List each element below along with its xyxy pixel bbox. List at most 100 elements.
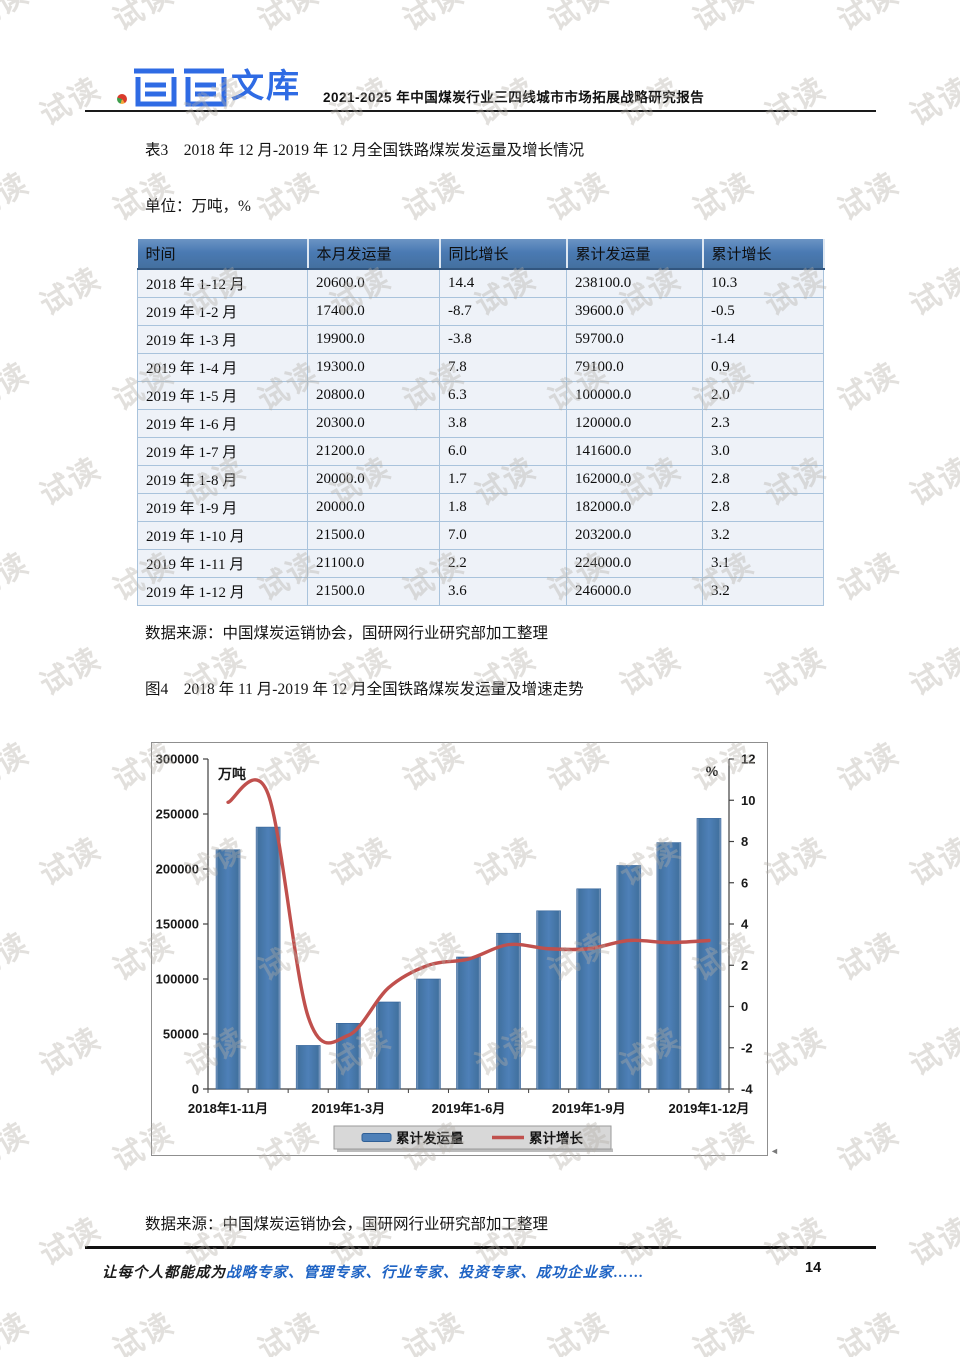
table-cell: 2.2 — [439, 549, 567, 578]
table-cell: 1.7 — [439, 465, 567, 494]
table-cell: 2019 年 1-12 月 — [137, 577, 308, 606]
watermark-text: 试读 — [832, 926, 905, 988]
table-cell: 6.3 — [439, 381, 567, 410]
right-axis-tick-label: 6 — [741, 875, 748, 890]
figure-chart-svg: 0 50000 100000 150000 200000 250000 300000 -4 -2… — [156, 752, 755, 1152]
table-cell: 19900.0 — [307, 325, 440, 354]
bar — [295, 1045, 321, 1090]
footer-tagline-prefix: 让每个人都能成为 — [102, 1265, 226, 1281]
table-cell: -0.5 — [702, 297, 824, 326]
table-cell: 20600.0 — [307, 268, 440, 298]
watermark-text: 试读 — [34, 1021, 107, 1083]
table-cell: 2.8 — [702, 493, 824, 522]
table-row: 2019 年 1-11 月 21100.0 2.2 224000.0 3.1 — [137, 549, 824, 578]
bar — [576, 888, 602, 1090]
legend-label: 累计增长 — [529, 1130, 583, 1146]
table-row: 2019 年 1-5 月 20800.0 6.3 100000.0 2.0 — [137, 381, 824, 410]
watermark-text: 试读 — [832, 0, 905, 38]
watermark-text: 试读 — [904, 71, 960, 133]
table-cell: 203200.0 — [566, 521, 703, 550]
bar — [215, 849, 241, 1090]
watermark-text: 试读 — [542, 1306, 615, 1357]
right-axis-tick-label: 2 — [741, 958, 748, 973]
table-row: 2019 年 1-10 月 21500.0 7.0 203200.0 3.2 — [137, 521, 824, 550]
left-axis-tick-label: 100000 — [156, 972, 199, 987]
right-axis-tick-label: 8 — [741, 834, 748, 849]
table-cell: -8.7 — [439, 297, 567, 326]
watermark-text: 试读 — [687, 166, 760, 228]
watermark-text: 试读 — [904, 261, 960, 323]
header-rule — [85, 110, 876, 112]
watermark-text: 试读 — [0, 1306, 35, 1357]
table-cell: 2019 年 1-6 月 — [137, 409, 308, 438]
right-axis-unit-label: % — [706, 763, 719, 779]
table-cell: -3.8 — [439, 325, 567, 354]
watermark-text: 试读 — [687, 1306, 760, 1357]
table-row: 2019 年 1-2 月 17400.0 -8.7 39600.0 -0.5 — [137, 297, 824, 326]
right-axis-tick-label: -4 — [741, 1082, 753, 1097]
watermark-text: 试读 — [832, 546, 905, 608]
watermark-text: 试读 — [34, 641, 107, 703]
table-cell: 3.2 — [702, 521, 824, 550]
table-cell: 2.0 — [702, 381, 824, 410]
left-axis-tick-label: 50000 — [163, 1027, 199, 1042]
table-cell: 120000.0 — [566, 409, 703, 438]
table-row: 2019 年 1-3 月 19900.0 -3.8 59700.0 -1.4 — [137, 325, 824, 354]
figure-source-note: 数据来源：中国煤炭运销协会，国研网行业研究部加工整理 — [145, 1216, 549, 1233]
table-row: 2019 年 1-7 月 21200.0 6.0 141600.0 3.0 — [137, 437, 824, 466]
table-cell: 21200.0 — [307, 437, 440, 466]
footer-rule — [85, 1246, 876, 1249]
watermark-text: 试读 — [687, 0, 760, 38]
table-cell: 14.4 — [439, 268, 567, 298]
unit-note: 单位：万吨，% — [145, 198, 251, 215]
legend-bar-swatch — [361, 1133, 392, 1142]
watermark-text: 试读 — [34, 831, 107, 893]
table-cell: 20000.0 — [307, 493, 440, 522]
left-axis-tick-label: 0 — [192, 1082, 199, 1097]
logo-dot-icon — [117, 94, 127, 104]
table-row: 2019 年 1-8 月 20000.0 1.7 162000.0 2.8 — [137, 465, 824, 494]
watermark-text: 试读 — [832, 1116, 905, 1178]
watermark-text: 试读 — [614, 641, 687, 703]
watermark-text: 试读 — [904, 1211, 960, 1273]
x-axis-tick-label: 2019年1-3月 — [311, 1101, 385, 1116]
table-cell: 2019 年 1-4 月 — [137, 353, 308, 382]
table-row: 2019 年 1-9 月 20000.0 1.8 182000.0 2.8 — [137, 493, 824, 522]
watermark-text: 试读 — [832, 1306, 905, 1357]
bar — [496, 932, 521, 1090]
object-anchor-icon: ◄ — [770, 1146, 779, 1156]
x-axis-tick-label: 2019年1-12月 — [668, 1101, 749, 1116]
table-cell: 1.8 — [439, 493, 567, 522]
table-cell: 246000.0 — [566, 577, 703, 606]
table-cell: 6.0 — [439, 437, 567, 466]
table-cell: 2018 年 1-12 月 — [137, 268, 308, 298]
table-cell: 59700.0 — [566, 325, 703, 354]
watermark-text: 试读 — [832, 736, 905, 798]
table-cell: 2.8 — [702, 465, 824, 494]
table-header-row: 时间 本月发运量 同比增长 累计发运量 累计增长 — [137, 239, 825, 270]
watermark-text: 试读 — [34, 71, 107, 133]
column-header: 时间 — [137, 239, 309, 270]
watermark-text: 试读 — [397, 166, 470, 228]
watermark-text: 试读 — [34, 261, 107, 323]
watermark-text: 试读 — [832, 166, 905, 228]
table-row: 2018 年 1-12 月 20600.0 14.4 238100.0 10.3 — [137, 268, 824, 298]
bar — [255, 826, 281, 1090]
bar — [656, 842, 682, 1090]
table-cell: 2019 年 1-2 月 — [137, 297, 308, 326]
watermark-text: 试读 — [252, 166, 325, 228]
table-cell: 182000.0 — [566, 493, 703, 522]
watermark-text: 试读 — [0, 926, 35, 988]
chart-legend: 累计发运量 累计增长 — [333, 1125, 613, 1152]
column-header: 同比增长 — [439, 239, 568, 270]
table-cell: 39600.0 — [566, 297, 703, 326]
table-cell: 3.6 — [439, 577, 567, 606]
left-axis-tick-label: 200000 — [156, 862, 199, 877]
table-cell: 7.8 — [439, 353, 567, 382]
watermark-text: 试读 — [759, 641, 832, 703]
legend-label: 累计发运量 — [396, 1130, 464, 1146]
x-axis-tick-label: 2018年1-11月 — [188, 1101, 268, 1116]
table-header-row: 时间 本月发运量 同比增长 累计发运量 累计增长 — [137, 239, 825, 270]
table-row: 2019 年 1-12 月 21500.0 3.6 246000.0 3.2 — [137, 577, 824, 606]
table-source-note: 数据来源：中国煤炭运销协会，国研网行业研究部加工整理 — [145, 625, 549, 642]
